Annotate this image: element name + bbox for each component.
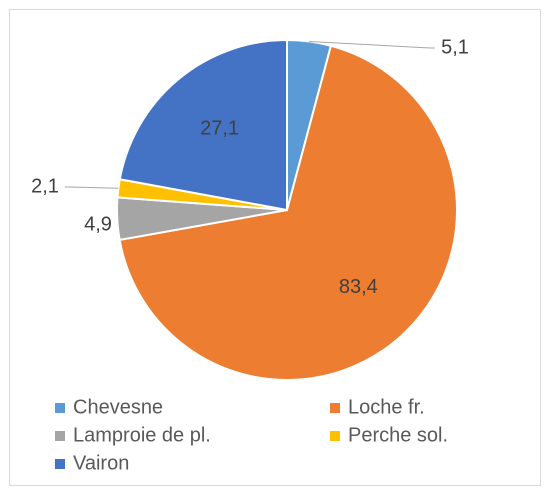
legend-swatch [55, 459, 65, 469]
legend-label: Lamproie de pl. [73, 424, 211, 446]
legend-label: Loche fr. [348, 396, 425, 418]
pie-slice [118, 44, 458, 381]
legend-swatch [330, 403, 340, 413]
legend-swatch [55, 431, 65, 441]
leader-line [309, 40, 435, 49]
legend-label: Perche sol. [348, 424, 448, 446]
leader-line [65, 186, 119, 189]
legend-label: Chevesne [73, 396, 163, 418]
pie-slice [118, 38, 288, 212]
data-label: 27,1 [200, 117, 239, 139]
legend-swatch [330, 431, 340, 441]
data-label: 4,9 [84, 213, 112, 235]
data-label: 83,4 [339, 276, 378, 298]
data-label: 2,1 [31, 175, 59, 197]
data-label: 5,1 [441, 36, 469, 58]
legend-label: Vairon [73, 452, 129, 474]
legend-swatch [55, 403, 65, 413]
